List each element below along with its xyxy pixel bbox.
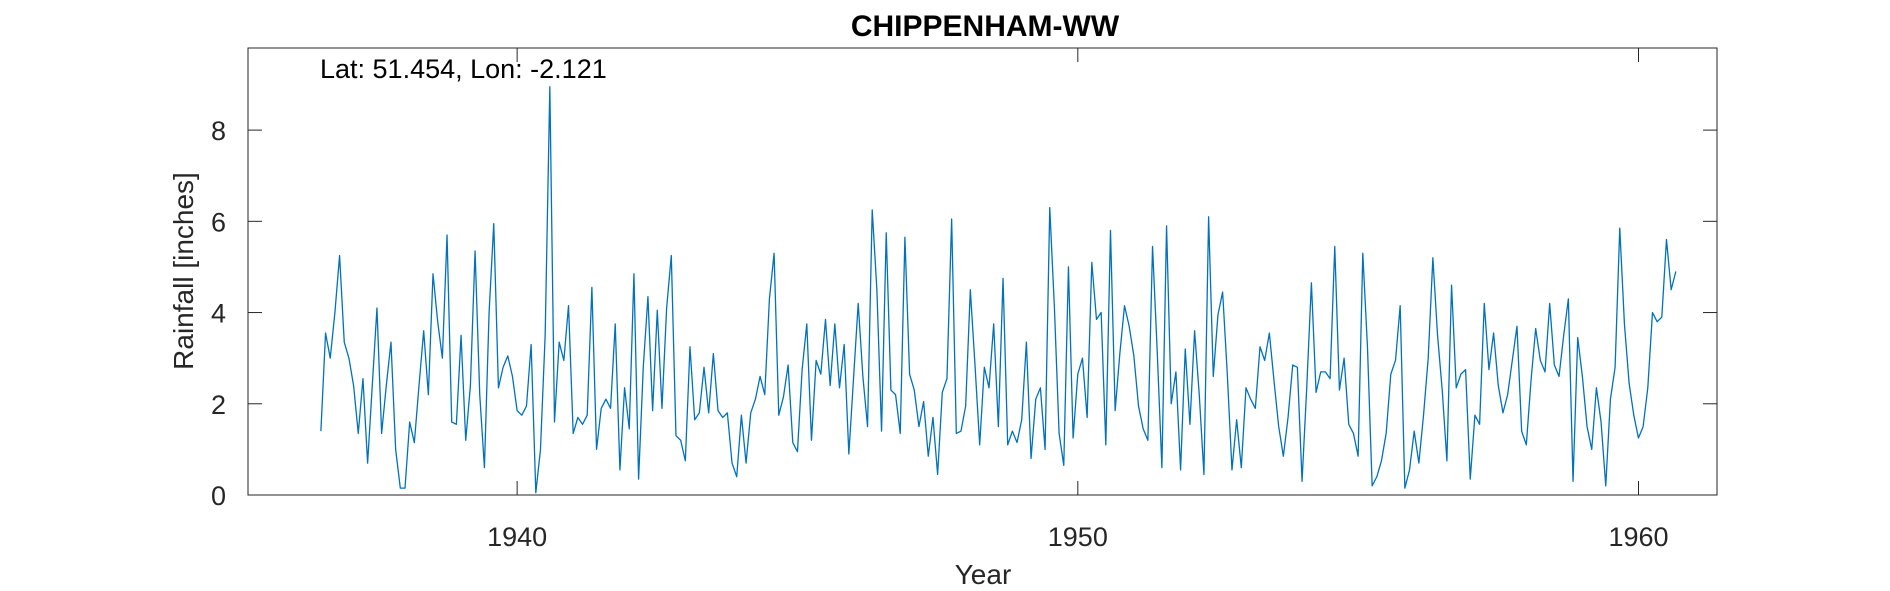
rainfall-series-line	[320, 86, 1677, 494]
x-tick-label: 1950	[1048, 522, 1108, 552]
y-tick-label: 4	[211, 299, 226, 329]
chart-title: CHIPPENHAM-WW	[851, 10, 1120, 43]
location-annotation: Lat: 51.454, Lon: -2.121	[320, 54, 607, 84]
axis-ticks	[248, 48, 1717, 496]
y-tick-label: 2	[211, 390, 226, 420]
tick-labels: 1940 1950 1960 0 2 4 6 8	[211, 116, 1669, 552]
y-tick-label: 8	[211, 116, 226, 146]
y-tick-label: 0	[211, 481, 226, 511]
plot-area	[247, 47, 1718, 496]
x-axis-label: Year	[955, 559, 1012, 590]
x-tick-label: 1940	[487, 522, 547, 552]
x-tick-label: 1960	[1608, 522, 1668, 552]
y-tick-label: 6	[211, 207, 226, 237]
y-axis-label: Rainfall [inches]	[168, 172, 199, 370]
